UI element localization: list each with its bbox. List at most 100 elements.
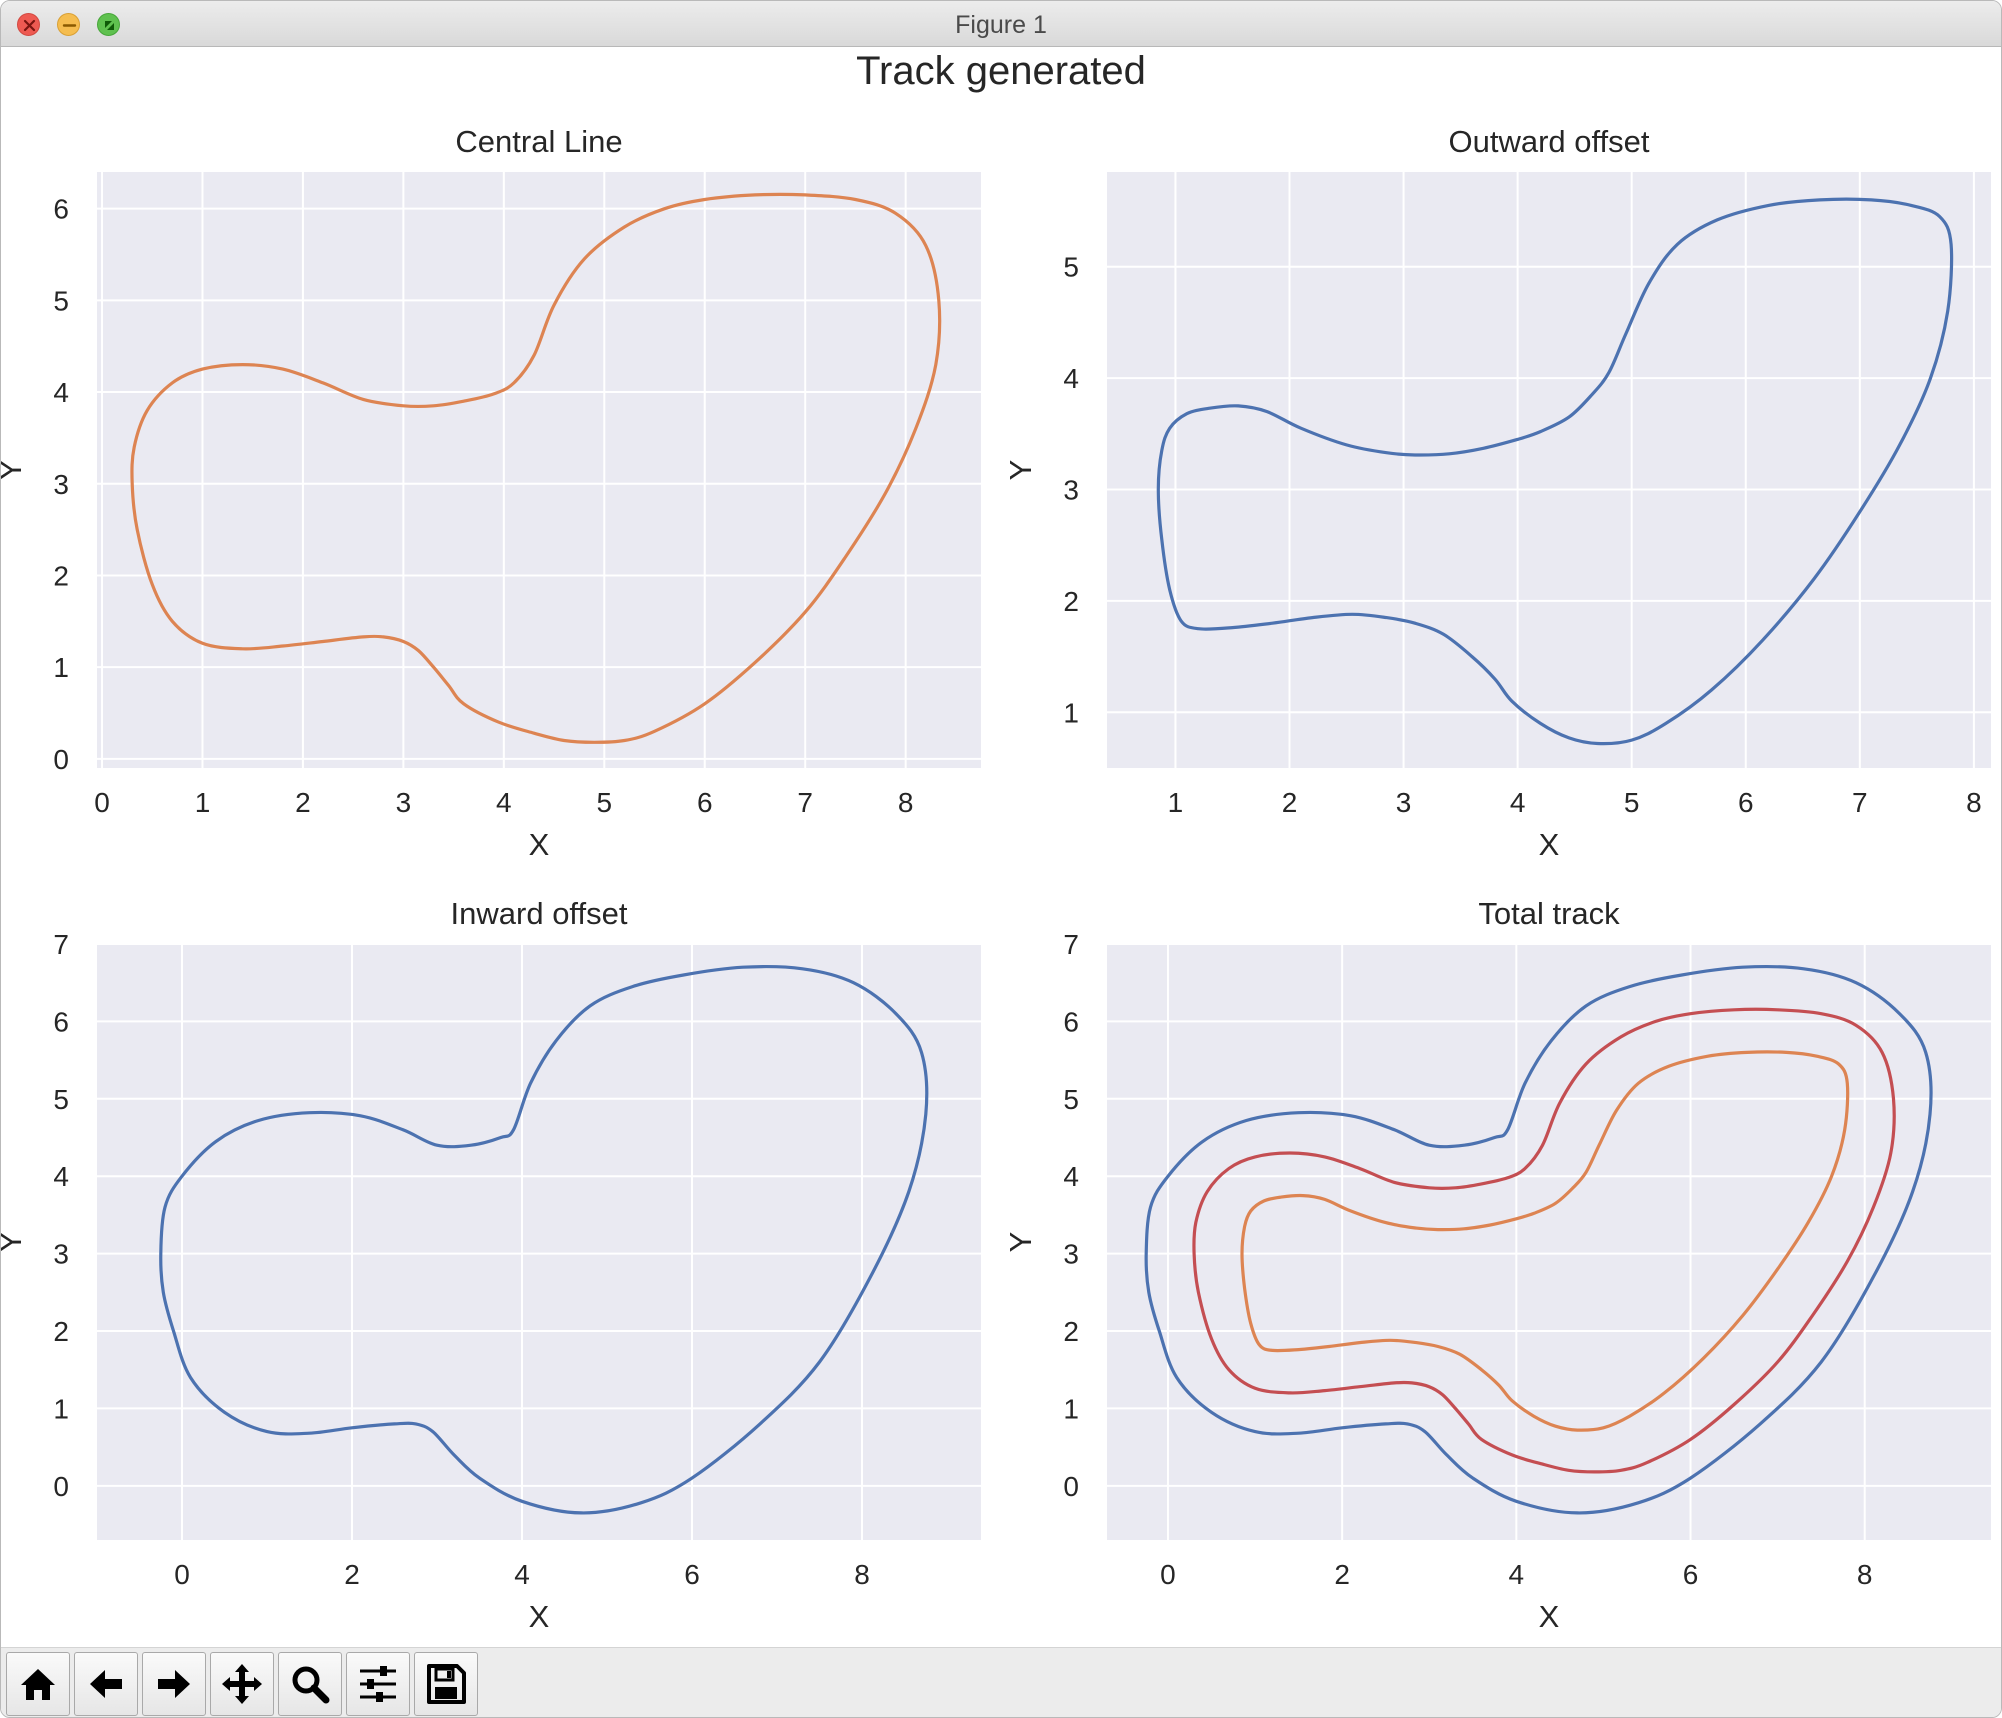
subplot-central-line: 0 1 2 3 4 5 6 7 8 0 1 2 3 4 5 6 Central Line X Y: [1, 124, 981, 862]
subplots: 0 1 2 3 4 5 6 7 8 0 1 2 3 4 5 6 Central Line X Y 1 2 3 4 5 6 7 8 1 2…: [1, 124, 1991, 1634]
y-tick-label: 4: [1063, 1161, 1079, 1192]
close-window-button[interactable]: [17, 13, 40, 36]
arrow-left-icon: [90, 1670, 122, 1698]
y-axis-label: Y: [1, 1232, 28, 1253]
x-tick-label: 7: [1852, 787, 1868, 818]
x-tick-label: 1: [195, 787, 211, 818]
x-tick-label: 8: [1966, 787, 1982, 818]
y-tick-label: 6: [53, 1006, 69, 1037]
track-line-outward: [1240, 1050, 1850, 1432]
subplot-outward-offset: 1 2 3 4 5 6 7 8 1 2 3 4 5 Outward offset X Y: [1003, 124, 1991, 862]
y-tick-label: 2: [53, 560, 69, 591]
track-line-inward: [1144, 964, 1933, 1515]
search-icon: [292, 1666, 330, 1704]
fullscreen-icon: [105, 21, 114, 30]
x-tick-label: 4: [496, 787, 512, 818]
y-tick-label: 7: [53, 929, 69, 960]
x-tick-label: 2: [344, 1559, 360, 1590]
y-tick-label: 3: [1063, 474, 1079, 505]
y-tick-label: 2: [1063, 1316, 1079, 1347]
figure-canvas[interactable]: Track generated 0 1 2 3 4 5 6 7 8 0 1 2 3 4 5 6 Central …: [1, 47, 2001, 1647]
y-axis-label: Y: [1003, 460, 1038, 481]
y-tick-label: 1: [1063, 1393, 1079, 1424]
subplot-inward-offset: 0 2 4 6 8 0 1 2 3 4 5 6 7 Inward offset X Y: [1, 896, 981, 1634]
x-tick-label: 4: [1510, 787, 1526, 818]
subplot-title: Outward offset: [1448, 124, 1649, 159]
y-tick-label: 1: [53, 1393, 69, 1424]
x-tick-label: 5: [1624, 787, 1640, 818]
figure: Track generated 0 1 2 3 4 5 6 7 8 0 1 2 3 4 5 6 Central …: [1, 49, 1991, 1634]
save-icon: [427, 1664, 466, 1704]
subplot-title: Total track: [1478, 896, 1620, 931]
x-tick-label: 5: [597, 787, 613, 818]
back-button[interactable]: [74, 1652, 138, 1716]
y-tick-label: 4: [53, 1161, 69, 1192]
y-tick-label: 3: [53, 469, 69, 500]
y-tick-label: 5: [53, 285, 69, 316]
x-tick-label: 3: [1396, 787, 1412, 818]
track-line-outward: [1156, 197, 1954, 746]
minimize-icon: [62, 24, 77, 27]
x-tick-label: 6: [1683, 1559, 1699, 1590]
y-tick-label: 3: [1063, 1239, 1079, 1270]
y-tick-label: 7: [1063, 929, 1079, 960]
y-tick-label: 3: [53, 1239, 69, 1270]
pan-button[interactable]: [210, 1652, 274, 1716]
track-line-inward: [159, 964, 929, 1515]
y-axis-label: Y: [1, 460, 28, 481]
axes-background: [97, 172, 981, 768]
axes-background: [1107, 172, 1991, 768]
title-bar: Figure 1: [1, 1, 2001, 47]
save-figure-button[interactable]: [414, 1652, 478, 1716]
navigation-toolbar: [1, 1647, 2001, 1717]
subplot-title: Central Line: [455, 124, 622, 159]
x-tick-label: 4: [1509, 1559, 1525, 1590]
track-line-center: [1192, 1007, 1896, 1474]
close-icon: [23, 19, 36, 32]
y-tick-label: 6: [53, 194, 69, 225]
window-title: Figure 1: [955, 11, 1047, 39]
figure-suptitle: Track generated: [856, 49, 1146, 93]
x-tick-label: 6: [1738, 787, 1754, 818]
y-tick-label: 5: [1063, 252, 1079, 283]
y-axis-label: Y: [1003, 1232, 1038, 1253]
configure-subplots-button[interactable]: [346, 1652, 410, 1716]
x-axis-label: X: [529, 827, 550, 862]
x-tick-label: 2: [295, 787, 311, 818]
x-axis-label: X: [1539, 1599, 1560, 1634]
x-tick-label: 2: [1334, 1559, 1350, 1590]
y-tick-label: 5: [1063, 1084, 1079, 1115]
x-tick-label: 0: [174, 1559, 190, 1590]
x-tick-label: 0: [94, 787, 110, 818]
x-tick-label: 8: [854, 1559, 870, 1590]
sliders-icon: [360, 1666, 396, 1702]
y-tick-label: 1: [1063, 697, 1079, 728]
x-tick-label: 2: [1282, 787, 1298, 818]
x-axis-label: X: [1539, 827, 1560, 862]
zoom-window-button[interactable]: [97, 13, 120, 36]
arrow-right-icon: [158, 1670, 190, 1698]
x-tick-label: 6: [697, 787, 713, 818]
x-tick-label: 0: [1160, 1559, 1176, 1590]
x-tick-label: 4: [514, 1559, 530, 1590]
x-tick-label: 8: [898, 787, 914, 818]
y-tick-label: 0: [1063, 1471, 1079, 1502]
forward-button[interactable]: [142, 1652, 206, 1716]
x-tick-label: 7: [797, 787, 813, 818]
home-icon: [21, 1669, 55, 1700]
zoom-button[interactable]: [278, 1652, 342, 1716]
home-button[interactable]: [6, 1652, 70, 1716]
x-tick-label: 1: [1168, 787, 1184, 818]
subplot-title: Inward offset: [451, 896, 628, 931]
y-tick-label: 4: [1063, 363, 1079, 394]
subplot-total-track: 0 2 4 6 8 0 1 2 3 4 5 6 7 Total track X Y: [1003, 896, 1991, 1634]
y-tick-label: 0: [53, 1471, 69, 1502]
axes-background: [97, 944, 981, 1540]
minimize-window-button[interactable]: [57, 13, 80, 36]
move-icon: [222, 1664, 262, 1704]
y-tick-label: 4: [53, 377, 69, 408]
y-tick-label: 2: [1063, 586, 1079, 617]
y-tick-label: 1: [53, 652, 69, 683]
y-tick-label: 5: [53, 1084, 69, 1115]
